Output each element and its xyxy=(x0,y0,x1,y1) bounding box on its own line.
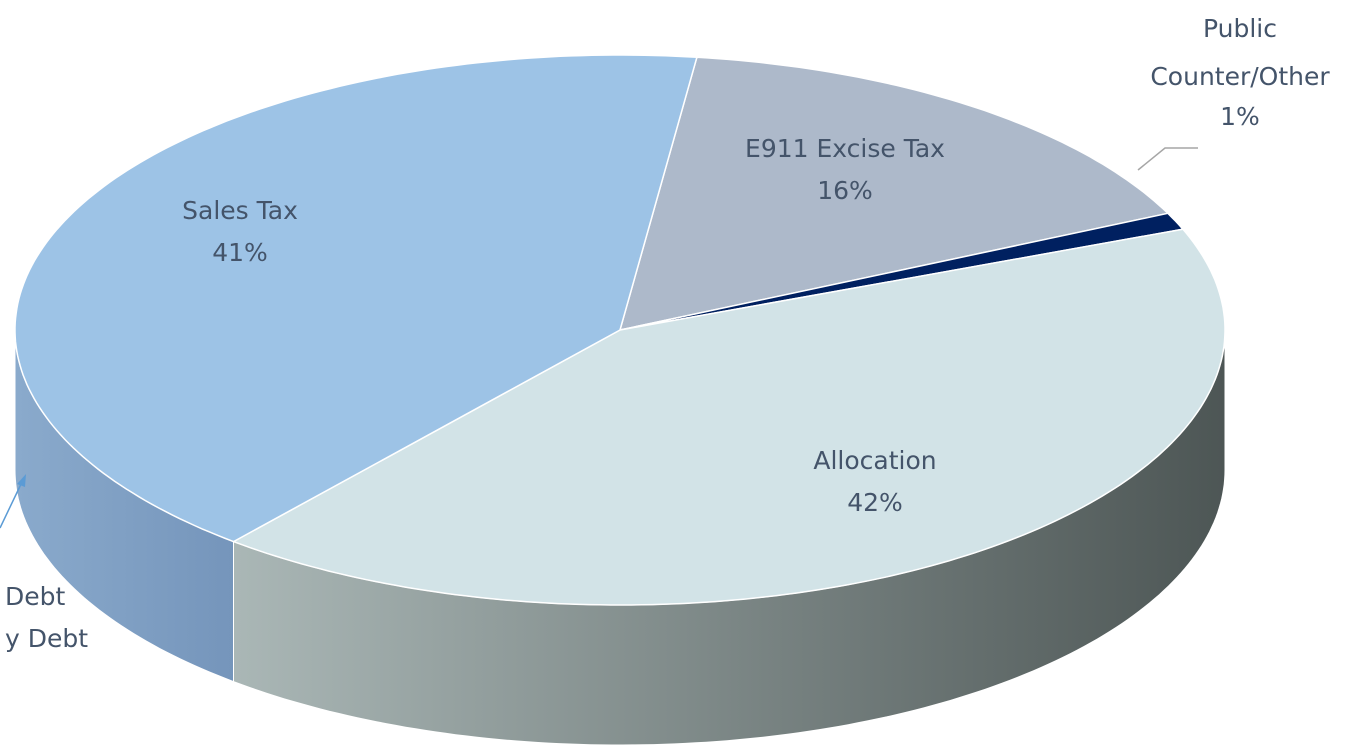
value-label: 1% xyxy=(1220,102,1260,131)
callout-text: y Debt xyxy=(5,624,88,653)
category-label: E911 Excise Tax xyxy=(745,134,945,163)
leader-line xyxy=(1137,147,1198,171)
slice xyxy=(231,228,1226,606)
category-label: Allocation xyxy=(813,446,936,475)
category-label: Public xyxy=(1203,14,1277,43)
value-label: 41% xyxy=(212,238,268,267)
category-label: Counter/Other xyxy=(1150,62,1330,91)
value-label: 42% xyxy=(847,488,903,517)
slice xyxy=(14,54,698,543)
callout-arrow xyxy=(0,481,23,529)
slice xyxy=(618,56,1170,331)
slices xyxy=(14,54,1226,606)
labels: E911 Excise Tax 16% Public Counter/Other 1% A… xyxy=(182,14,1330,517)
callout-arrowhead xyxy=(17,474,26,487)
value-label: 16% xyxy=(817,176,873,205)
category-label: Sales Tax xyxy=(182,196,298,225)
callout-text: Debt xyxy=(5,582,66,611)
